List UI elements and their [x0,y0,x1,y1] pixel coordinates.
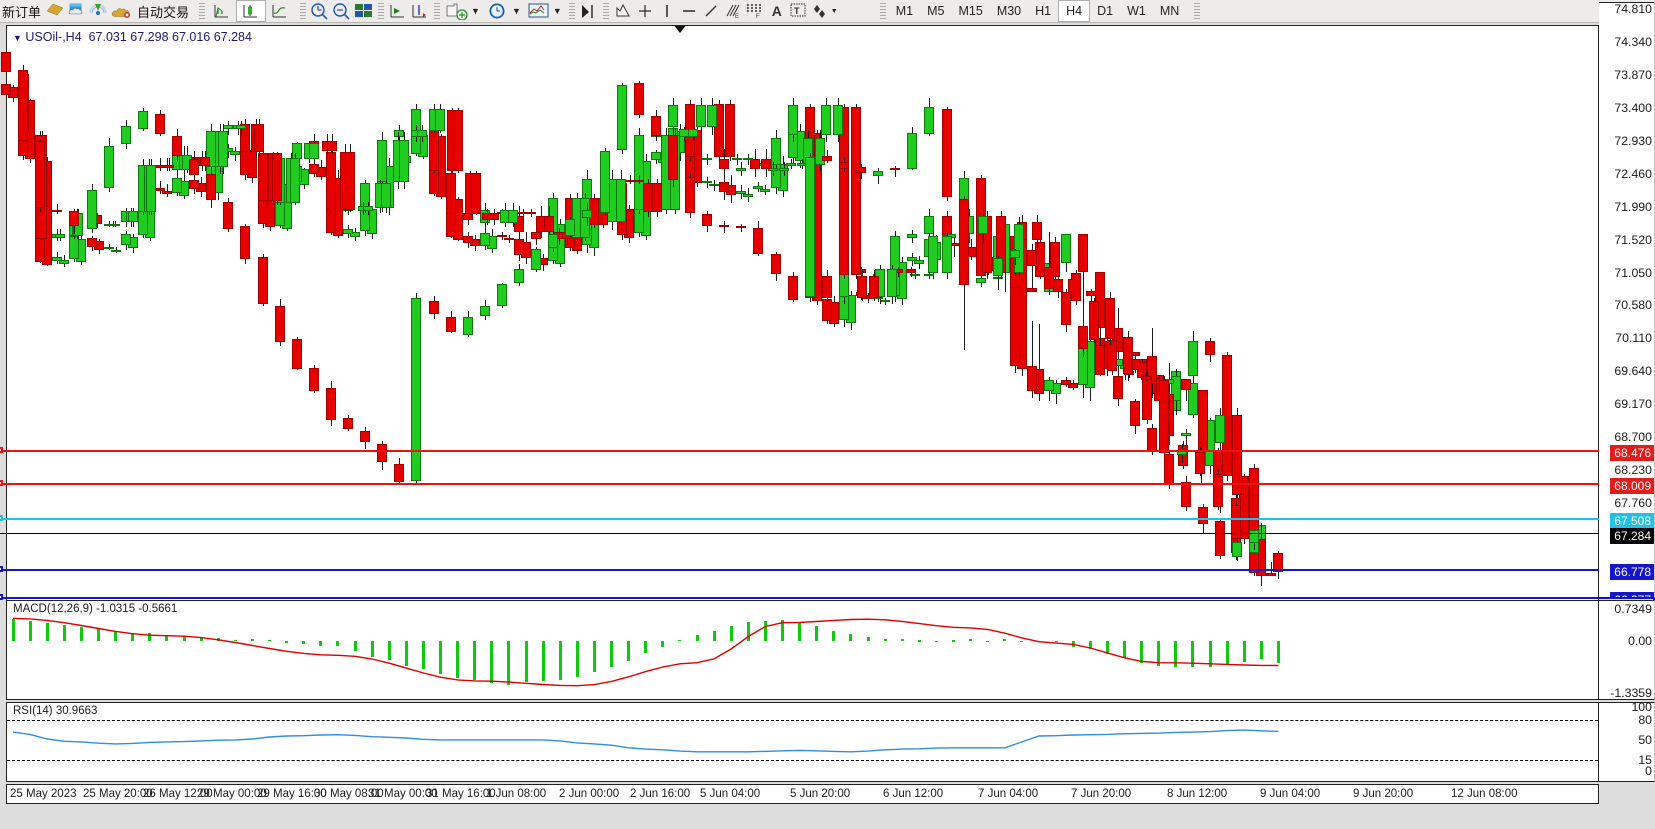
svg-text:E: E [735,14,739,20]
svg-text:F: F [756,14,760,19]
svg-text:T: T [794,6,800,16]
